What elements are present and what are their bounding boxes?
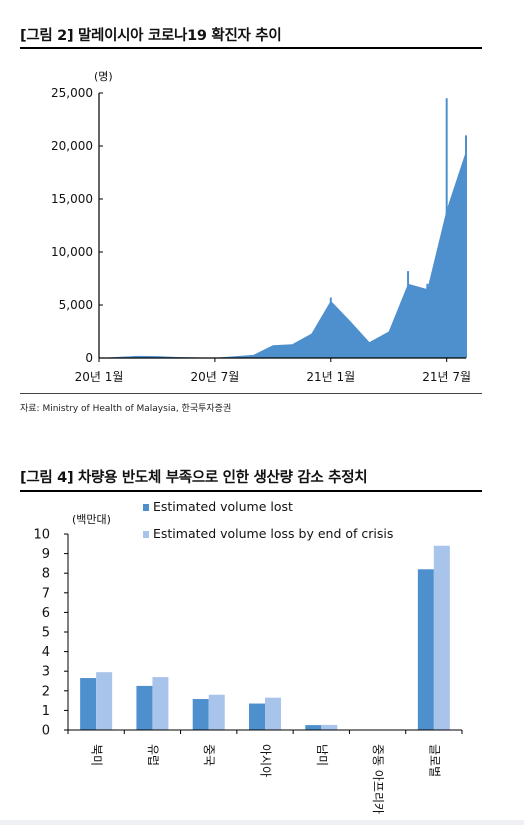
y-tick-label: 5,000: [59, 298, 93, 312]
y-tick-label: 9: [42, 547, 50, 562]
y-tick-label: 0: [85, 351, 93, 365]
x-tick-label: 아시아: [259, 744, 273, 777]
legend-label: Estimated volume lost: [153, 499, 293, 514]
bar: [249, 703, 265, 730]
production-loss-chart: (백만대) Estimated volume lost Estimated vol…: [33, 499, 463, 814]
figure2-source: 자료: Ministry of Health of Malaysia, 한국투자…: [20, 404, 232, 414]
x-tick-label: 중동 아프리카: [371, 744, 385, 814]
bar: [96, 672, 113, 730]
y-axis-unit-label: (명): [94, 70, 113, 83]
bar: [433, 545, 450, 730]
x-tick-label: 북미: [90, 744, 104, 766]
y-tick-label: 10,000: [51, 245, 93, 259]
y-tick-label: 15,000: [51, 192, 93, 206]
y-axis-unit-label: (백만대): [72, 513, 111, 526]
bar: [265, 697, 281, 730]
bar: [152, 677, 169, 730]
y-tick-label: 8: [42, 567, 50, 582]
y-tick-label: 3: [42, 665, 50, 680]
legend-swatch: [143, 504, 149, 511]
x-tick-label: 중국: [202, 744, 216, 766]
figure4-title-rule: [20, 490, 482, 492]
y-tick-label: 5: [42, 626, 50, 641]
bar: [192, 699, 209, 730]
y-tick-label: 7: [42, 586, 50, 601]
y-tick-label: 1: [42, 704, 50, 719]
y-tick-label: 2: [42, 684, 50, 699]
bar: [305, 725, 322, 730]
x-tick-label: 21년 7월: [422, 370, 471, 384]
y-tick-label: 25,000: [51, 86, 93, 100]
y-tick-label: 0: [42, 724, 50, 739]
x-tick-label: 20년 7월: [190, 370, 239, 384]
bottom-strip: [0, 820, 524, 825]
x-tick-label: 글로벌: [427, 744, 441, 777]
x-tick-label: 유럽: [146, 744, 160, 766]
y-tick-label: 20,000: [51, 139, 93, 153]
figure2-title-rule: [20, 47, 482, 49]
figure2-title: [그림 2] 말레이시아 코로나19 확진자 추이: [20, 28, 282, 44]
legend-swatch: [143, 531, 149, 538]
figure2-bottom-rule: [20, 393, 482, 394]
x-tick-label: 남미: [315, 744, 329, 766]
cases-area: [99, 151, 466, 358]
bar: [208, 694, 225, 730]
bar: [136, 685, 153, 730]
bar: [417, 569, 434, 730]
y-tick-label: 10: [33, 528, 50, 543]
y-tick-label: 4: [42, 645, 50, 660]
x-tick-label: 21년 1월: [306, 370, 355, 384]
figure4-title: [그림 4] 차량용 반도체 부족으로 인한 생산량 감소 추정치: [20, 470, 368, 486]
legend-label: Estimated volume loss by end of crisis: [153, 526, 393, 541]
bar: [80, 678, 97, 730]
y-tick-label: 6: [42, 606, 50, 621]
covid-cases-chart: (명) 25,000 20,000 15,000 10,000 5,000 0 20년 1…: [51, 70, 471, 384]
x-tick-label: 20년 1월: [75, 370, 124, 384]
bar: [321, 724, 338, 730]
